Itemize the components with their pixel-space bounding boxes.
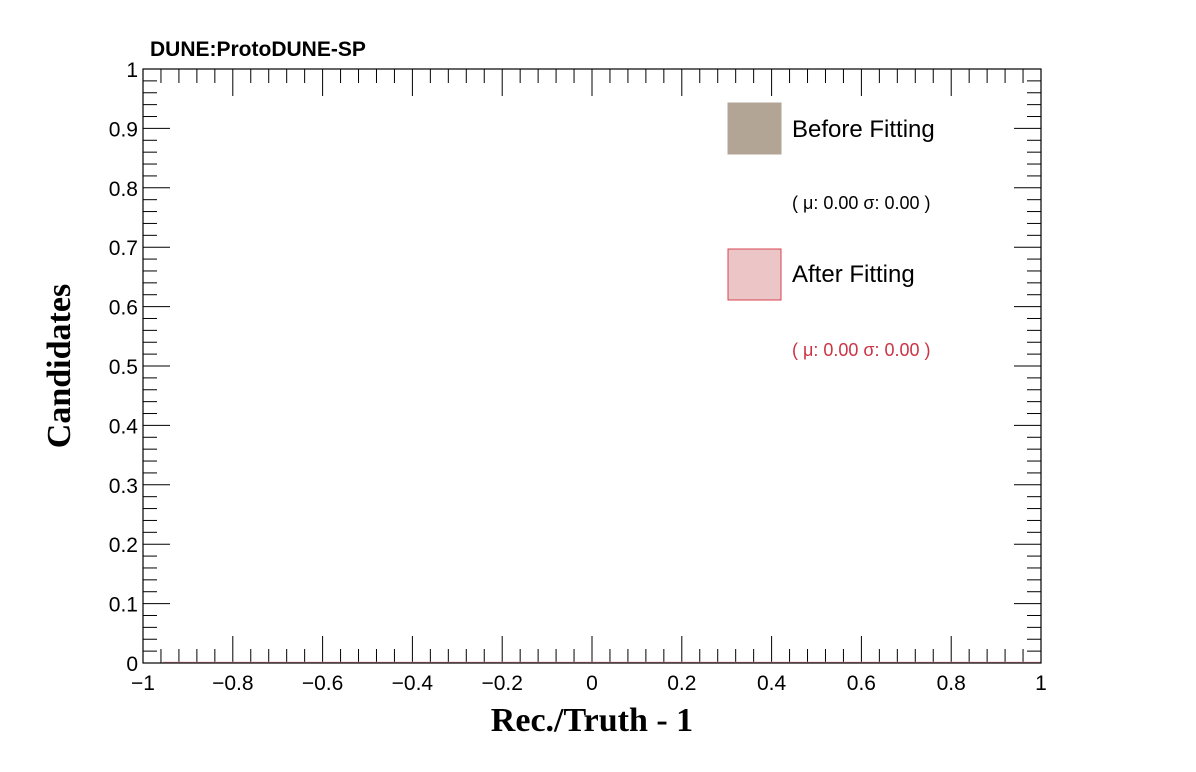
x-tick-label: −0.2 bbox=[481, 672, 522, 695]
x-axis-label: Rec./Truth - 1 bbox=[491, 702, 693, 739]
y-tick-label: 0.2 bbox=[109, 534, 138, 557]
y-tick-label: 0.5 bbox=[109, 356, 138, 379]
x-tick-label: 0.2 bbox=[667, 672, 696, 695]
x-tick-label: 0.8 bbox=[937, 672, 966, 695]
x-tick-label: 0.6 bbox=[847, 672, 876, 695]
y-axis-label: Candidates bbox=[41, 284, 78, 448]
x-tick-label: 1 bbox=[1035, 672, 1047, 695]
x-tick-label: −0.4 bbox=[392, 672, 434, 695]
x-tick-label: −1 bbox=[131, 672, 155, 695]
y-tick-label: 0.7 bbox=[109, 237, 138, 260]
legend-swatch-before-fitting bbox=[727, 102, 782, 155]
x-tick-label: 0 bbox=[586, 672, 598, 695]
y-tick-label: 0.4 bbox=[109, 415, 139, 438]
x-tick-label: −0.8 bbox=[212, 672, 253, 695]
legend-swatch-after-fitting bbox=[727, 248, 782, 301]
y-tick-label: 0.1 bbox=[109, 594, 138, 617]
y-tick-label: 0.8 bbox=[109, 178, 138, 201]
y-tick-label: 0.6 bbox=[109, 297, 138, 320]
legend-stats-after-fitting: ( μ: 0.00 σ: 0.00 ) bbox=[792, 340, 931, 360]
y-tick-labels: 0 0.1 0.2 0.3 0.4 0.5 0.6 0.7 0.8 0.9 1 bbox=[109, 59, 139, 676]
y-tick-label: 0.9 bbox=[109, 118, 138, 141]
legend-stats-before-fitting: ( μ: 0.00 σ: 0.00 ) bbox=[792, 193, 931, 213]
y-tick-label: 1 bbox=[126, 59, 138, 82]
plot-frame bbox=[142, 68, 1042, 664]
legend: Before Fitting ( μ: 0.00 σ: 0.00 ) After… bbox=[727, 102, 935, 360]
legend-label-before-fitting: Before Fitting bbox=[792, 116, 935, 143]
x-tick-label: −0.6 bbox=[302, 672, 343, 695]
legend-label-after-fitting: After Fitting bbox=[792, 261, 915, 288]
y-tick-label: 0.3 bbox=[109, 475, 138, 498]
minor-ticks bbox=[143, 69, 1041, 663]
x-tick-labels: −1 −0.8 −0.6 −0.4 −0.2 0 0.2 0.4 0.6 0.8 1 bbox=[131, 672, 1047, 695]
experiment-label: DUNE:ProtoDUNE-SP bbox=[150, 38, 366, 61]
x-tick-label: 0.4 bbox=[757, 672, 787, 695]
y-tick-label: 0 bbox=[126, 653, 138, 676]
major-ticks bbox=[142, 68, 1042, 664]
